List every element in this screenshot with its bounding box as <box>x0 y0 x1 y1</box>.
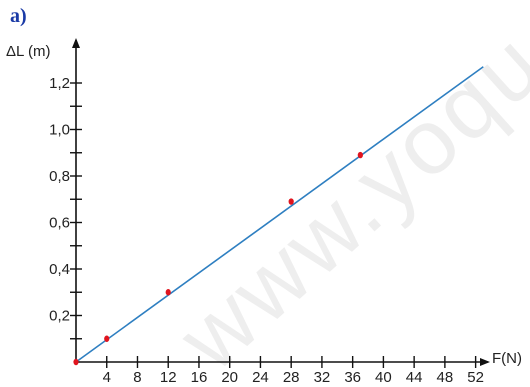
ticks: 4 8 12 16 20 24 28 32 36 40 44 48 520,20,40,60,81,01… <box>49 75 484 386</box>
x-axis-arrow <box>480 358 490 366</box>
x-tick-label: 24 <box>252 369 269 386</box>
x-tick-label: 48 <box>437 369 454 386</box>
y-tick-label: 0,2 <box>49 308 70 325</box>
series <box>73 66 484 366</box>
data-point <box>104 335 110 342</box>
x-tick-label: 40 <box>375 369 392 386</box>
y-axis-arrow <box>72 38 80 48</box>
data-point <box>357 151 363 159</box>
y-tick-label: 1,2 <box>49 75 70 92</box>
x-tick-label: 28 <box>283 369 300 386</box>
y-tick-label: 0,8 <box>49 168 70 185</box>
y-axis-label: ΔL (m) <box>6 43 50 60</box>
x-tick-label: 44 <box>406 369 423 386</box>
y-tick-label: 0,6 <box>49 215 70 232</box>
data-point <box>73 358 79 366</box>
panel-label: a) <box>10 5 27 27</box>
x-tick-label: 16 <box>191 369 208 386</box>
x-tick-label: 52 <box>467 369 484 386</box>
x-tick-label: 20 <box>221 369 238 386</box>
watermark: www.yoqu <box>159 12 530 387</box>
y-tick-label: 1,0 <box>49 122 70 139</box>
x-tick-label: 12 <box>160 369 177 386</box>
x-tick-label: 32 <box>314 369 331 386</box>
axes <box>72 38 490 366</box>
data-point <box>165 289 171 296</box>
x-tick-label: 8 <box>133 369 141 386</box>
y-tick-label: 0,4 <box>49 261 70 278</box>
x-axis-label: F(N) <box>492 350 522 367</box>
fit-line <box>75 66 484 363</box>
data-point <box>288 198 294 205</box>
x-tick-label: 4 <box>103 369 111 386</box>
x-tick-label: 36 <box>344 369 361 386</box>
